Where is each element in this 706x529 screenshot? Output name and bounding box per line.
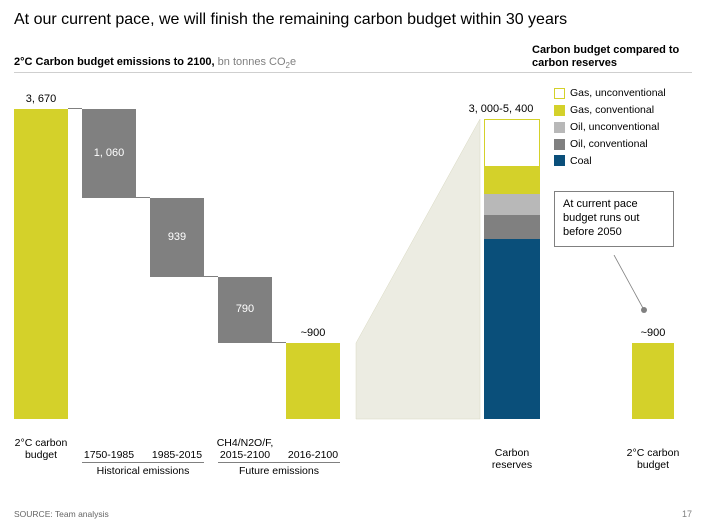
wf-xlabel-budget: 2°C carbon budget bbox=[9, 437, 73, 461]
subtitle-row: 2°C Carbon budget emissions to 2100, bn … bbox=[14, 44, 692, 70]
legend-swatch bbox=[554, 122, 565, 133]
page-title: At our current pace, we will finish the … bbox=[14, 10, 594, 30]
wf-value-fut1: 790 bbox=[218, 303, 272, 315]
wf-connector bbox=[68, 108, 82, 109]
legend-label: Gas, conventional bbox=[570, 102, 654, 119]
legend-label: Oil, unconventional bbox=[570, 119, 659, 136]
reserve-seg-gas-unconv bbox=[484, 119, 540, 167]
wf-xlabel-hist2: 1985-2015 bbox=[145, 449, 209, 461]
waterfall-chart: 3, 6702°C carbon budget1, 0601750-198593… bbox=[14, 79, 354, 429]
fan-connector bbox=[354, 79, 484, 429]
right-bar-xlabel: 2°C carbon budget bbox=[620, 447, 686, 471]
legend: Gas, unconventionalGas, conventionalOil,… bbox=[554, 85, 666, 169]
legend-item-coal: Coal bbox=[554, 153, 666, 170]
legend-item-oil-conv: Oil, conventional bbox=[554, 136, 666, 153]
wf-value-fut2: ~900 bbox=[286, 327, 340, 339]
right-subtitle: Carbon budget compared to carbon reserve… bbox=[532, 44, 692, 70]
reserves-xlabel: Carbon reserves bbox=[474, 447, 550, 471]
legend-item-gas-conv: Gas, conventional bbox=[554, 102, 666, 119]
page-number: 17 bbox=[682, 509, 692, 519]
legend-swatch bbox=[554, 139, 565, 150]
legend-label: Coal bbox=[570, 153, 592, 170]
wf-connector bbox=[136, 197, 150, 198]
divider bbox=[14, 72, 692, 73]
reserve-seg-oil-unconv bbox=[484, 194, 540, 215]
reserve-seg-gas-conv bbox=[484, 167, 540, 194]
chart-row: 3, 6702°C carbon budget1, 0601750-198593… bbox=[14, 79, 692, 429]
legend-swatch bbox=[554, 155, 565, 166]
wf-bar-fut2 bbox=[286, 343, 340, 419]
source-text: SOURCE: Team analysis bbox=[14, 509, 109, 519]
reserves-stack bbox=[484, 119, 540, 419]
callout-box: At current pace budget runs out before 2… bbox=[554, 191, 674, 246]
reserve-seg-coal bbox=[484, 239, 540, 419]
wf-bar-budget bbox=[14, 109, 68, 419]
legend-item-gas-unconv: Gas, unconventional bbox=[554, 85, 666, 102]
reserve-seg-oil-conv bbox=[484, 215, 540, 239]
legend-swatch bbox=[554, 88, 565, 99]
wf-value-hist1: 1, 060 bbox=[82, 147, 136, 159]
wf-xlabel-fut1: CH4/N2O/F, 2015-2100 bbox=[213, 437, 277, 461]
legend-item-oil-unconv: Oil, unconventional bbox=[554, 119, 666, 136]
right-bar-value: ~900 bbox=[632, 327, 674, 339]
right-carbon-budget-bar bbox=[632, 343, 674, 419]
wf-brace: Historical emissions bbox=[82, 465, 204, 477]
wf-value-hist2: 939 bbox=[150, 231, 204, 243]
wf-brace: Future emissions bbox=[218, 465, 340, 477]
legend-label: Gas, unconventional bbox=[570, 85, 666, 102]
wf-connector bbox=[272, 342, 286, 343]
slide: At our current pace, we will finish the … bbox=[0, 0, 706, 529]
reserves-total: 3, 000-5, 400 bbox=[456, 103, 546, 115]
wf-value-budget: 3, 670 bbox=[14, 93, 68, 105]
reserves-panel: 3, 000-5, 400 Gas, unconventionalGas, co… bbox=[484, 79, 692, 429]
wf-xlabel-fut2: 2016-2100 bbox=[281, 449, 345, 461]
fan-svg bbox=[354, 79, 484, 429]
wf-connector bbox=[204, 276, 218, 277]
wf-xlabel-hist1: 1750-1985 bbox=[77, 449, 141, 461]
legend-label: Oil, conventional bbox=[570, 136, 648, 153]
left-subtitle: 2°C Carbon budget emissions to 2100, bn … bbox=[14, 56, 296, 70]
legend-swatch bbox=[554, 105, 565, 116]
